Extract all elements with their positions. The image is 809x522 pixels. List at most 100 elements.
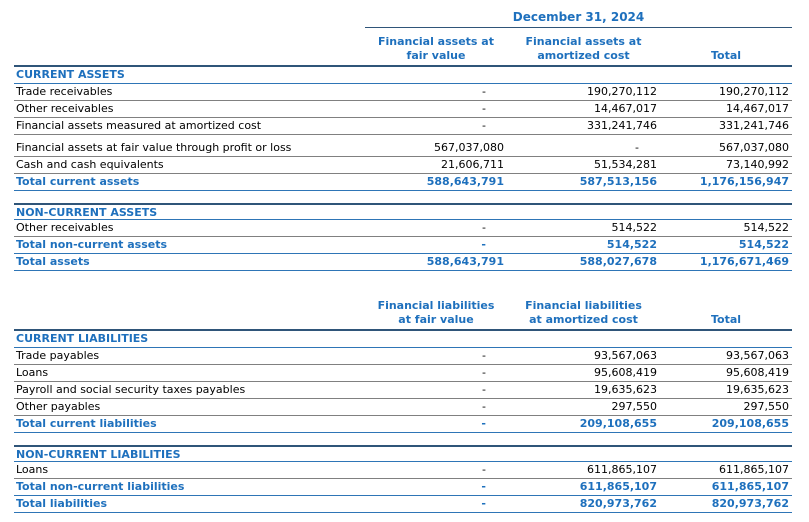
- cell-value: -: [482, 119, 486, 132]
- total-row: Total liabilities - 820,973,762 820,973,762: [14, 496, 792, 513]
- column-header-row: Financial assets at fair value Financial a…: [14, 35, 792, 67]
- section-title-row: CURRENT LIABILITIES: [14, 331, 792, 348]
- cell-value: 331,241,746: [719, 119, 789, 132]
- table-row: Loans - 95,608,419 95,608,419: [14, 365, 792, 382]
- total-value: -: [481, 497, 486, 510]
- date-header-row: December 31, 2024: [14, 8, 792, 28]
- column-header-line2: fair value: [406, 49, 466, 62]
- total-value: -: [481, 238, 486, 251]
- column-header-row: Financial liabilities at fair value Financ…: [14, 299, 792, 331]
- total-label: Total non-current assets: [16, 238, 168, 251]
- column-header: Total: [660, 299, 792, 327]
- total-row: Total non-current assets - 514,522 514,522: [14, 237, 792, 254]
- cell-value: -: [482, 85, 486, 98]
- table-row: Cash and cash equivalents 21,606,711 51,53…: [14, 157, 792, 174]
- row-label: Other payables: [16, 400, 101, 413]
- row-label: Other receivables: [16, 221, 114, 234]
- total-row: Total non-current liabilities - 611,865,10…: [14, 479, 792, 496]
- total-value: 209,108,655: [711, 417, 789, 430]
- section-title: NON-CURRENT LIABILITIES: [16, 448, 181, 461]
- assets-table: December 31, 2024 Financial assets at fair…: [14, 8, 792, 271]
- cell-value: 297,550: [611, 400, 658, 413]
- column-header-line1: Financial assets at: [525, 35, 642, 48]
- total-label: Total non-current liabilities: [16, 480, 185, 493]
- total-value: 588,643,791: [426, 255, 504, 268]
- cell-value: 14,467,017: [726, 102, 789, 115]
- cell-value: 73,140,992: [726, 158, 789, 171]
- column-header-line2: at fair value: [398, 313, 474, 326]
- cell-value: 95,608,419: [726, 366, 789, 379]
- row-label: Trade receivables: [16, 85, 113, 98]
- column-header: Financial liabilities at fair value: [365, 299, 507, 327]
- table-row: Trade payables - 93,567,063 93,567,063: [14, 348, 792, 365]
- row-label: Financial assets measured at amortized c…: [16, 119, 262, 132]
- table-row: Other receivables - 514,522 514,522: [14, 220, 792, 237]
- total-value: 611,865,107: [711, 480, 789, 493]
- cell-value: 190,270,112: [587, 85, 657, 98]
- table-row: Financial assets at fair value through p…: [14, 140, 792, 157]
- total-value: 820,973,762: [711, 497, 789, 510]
- cell-value: 611,865,107: [587, 463, 657, 476]
- cell-value: 331,241,746: [587, 119, 657, 132]
- table-row: Other receivables - 14,467,017 14,467,017: [14, 101, 792, 118]
- column-header-line2: at amortized cost: [529, 313, 638, 326]
- cell-value: 51,534,281: [594, 158, 657, 171]
- total-label: Total current liabilities: [16, 417, 157, 430]
- column-header-line2: amortized cost: [537, 49, 630, 62]
- total-value: 588,643,791: [426, 175, 504, 188]
- row-label: Financial assets at fair value through p…: [16, 141, 292, 154]
- total-value: 514,522: [606, 238, 657, 251]
- cell-value: 514,522: [611, 221, 658, 234]
- section-title: NON-CURRENT ASSETS: [16, 206, 158, 219]
- column-header: Financial liabilities at amortized cost: [507, 299, 660, 327]
- cell-value: 19,635,623: [726, 383, 789, 396]
- total-value: 588,027,678: [579, 255, 657, 268]
- section-gap: [14, 191, 792, 203]
- table-row: Payroll and social security taxes payabl…: [14, 382, 792, 399]
- cell-value: -: [482, 221, 486, 234]
- column-header-line1: Financial assets at: [378, 35, 494, 48]
- column-header-line1: [660, 299, 792, 313]
- column-header-line2: Total: [710, 49, 742, 62]
- section-title-row: NON-CURRENT ASSETS: [14, 203, 792, 220]
- cell-value: -: [482, 366, 486, 379]
- total-value: 209,108,655: [579, 417, 657, 430]
- cell-value: -: [482, 400, 486, 413]
- section-title-row: NON-CURRENT LIABILITIES: [14, 445, 792, 462]
- liabilities-table: Financial liabilities at fair value Financ…: [14, 299, 792, 513]
- column-header: Financial assets at amortized cost: [507, 35, 660, 63]
- total-label: Total liabilities: [16, 497, 108, 510]
- total-row: Total current assets 588,643,791 587,513,1…: [14, 174, 792, 191]
- row-label: Other receivables: [16, 102, 114, 115]
- total-row: Total current liabilities - 209,108,655 209…: [14, 416, 792, 433]
- cell-value: 567,037,080: [434, 141, 504, 154]
- total-label: Total assets: [16, 255, 90, 268]
- row-label: Cash and cash equivalents: [16, 158, 164, 171]
- cell-value: 297,550: [743, 400, 790, 413]
- cell-value: -: [482, 463, 486, 476]
- section-title: CURRENT LIABILITIES: [16, 332, 149, 345]
- cell-value: -: [482, 102, 486, 115]
- column-header: Financial assets at fair value: [365, 35, 507, 63]
- section-gap: [14, 433, 792, 445]
- column-header: Total: [660, 35, 792, 63]
- cell-value: 21,606,711: [441, 158, 504, 171]
- total-value: -: [481, 417, 486, 430]
- cell-value: 190,270,112: [719, 85, 789, 98]
- total-value: 611,865,107: [579, 480, 657, 493]
- total-value: 1,176,671,469: [699, 255, 789, 268]
- section-title-row: CURRENT ASSETS: [14, 67, 792, 84]
- total-label: Total current assets: [16, 175, 140, 188]
- total-value: 820,973,762: [579, 497, 657, 510]
- row-label: Payroll and social security taxes payabl…: [16, 383, 246, 396]
- table-row: Trade receivables - 190,270,112 190,270,112: [14, 84, 792, 101]
- cell-value: 611,865,107: [719, 463, 789, 476]
- cell-value: 93,567,063: [594, 349, 657, 362]
- column-header-line1: [660, 35, 792, 49]
- cell-value: -: [482, 349, 486, 362]
- column-header-line1: Financial liabilities: [377, 299, 495, 312]
- total-row: Total assets 588,643,791 588,027,678 1,176,…: [14, 254, 792, 271]
- table-row: Loans - 611,865,107 611,865,107: [14, 462, 792, 479]
- cell-value: 93,567,063: [726, 349, 789, 362]
